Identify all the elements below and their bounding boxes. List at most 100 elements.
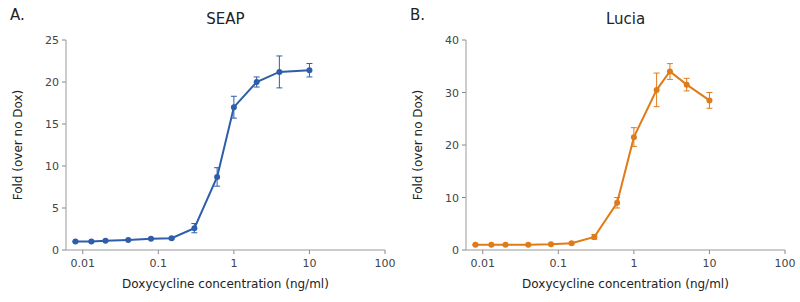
y-tick <box>62 250 66 251</box>
point <box>591 234 597 240</box>
error-cap <box>254 87 260 88</box>
error-cap <box>684 78 690 79</box>
point <box>631 134 637 140</box>
y-tick-label: 0 <box>52 244 59 257</box>
y-tick <box>462 145 466 146</box>
x-tick-label: 10 <box>702 257 716 270</box>
y-tick-label: 20 <box>445 139 459 152</box>
error-cap <box>191 232 197 233</box>
error-cap <box>667 63 673 64</box>
x-tick-label: 100 <box>375 257 396 270</box>
x-tick-label: 1 <box>230 257 237 270</box>
plot-area <box>472 64 712 248</box>
error-bar <box>654 73 660 107</box>
point <box>654 87 660 93</box>
x-tick-label: 1 <box>630 257 637 270</box>
y-tick-label: 0 <box>452 244 459 257</box>
y-tick-label: 10 <box>45 160 59 173</box>
point <box>684 82 690 88</box>
error-bar <box>667 64 673 80</box>
error-cap <box>706 108 712 109</box>
x-axis-line <box>66 250 385 251</box>
error-cap <box>654 106 660 107</box>
y-axis-line <box>66 40 67 250</box>
y-axis-label: Fold (over no Dox) <box>11 90 25 201</box>
y-tick-label: 5 <box>52 202 59 215</box>
point <box>88 239 94 245</box>
y-tick <box>62 208 66 209</box>
x-tick <box>158 250 159 254</box>
y-tick-label: 10 <box>445 192 459 205</box>
title: SEAP <box>206 10 244 28</box>
point <box>169 235 175 241</box>
point <box>548 241 554 247</box>
x-tick <box>309 250 310 254</box>
point <box>569 240 575 246</box>
x-tick-label: 0.01 <box>71 257 96 270</box>
figure: A.SEAP05101520250.010.1110100Doxycycline… <box>0 0 800 302</box>
point <box>667 69 673 75</box>
y-axis-label: Fold (over no Dox) <box>411 90 425 201</box>
panel: A. SEAP 0 5 10 15 20 25 0.01 0.1 1 10 100 Doxycycline… <box>10 6 396 291</box>
error-bar <box>706 93 712 109</box>
x-tick-label: 10 <box>302 257 316 270</box>
point <box>231 104 237 110</box>
y-tick <box>462 40 466 41</box>
error-cap <box>214 186 220 187</box>
error-bar <box>306 64 312 77</box>
line <box>75 70 309 241</box>
y-tick <box>62 166 66 167</box>
y-tick <box>62 40 66 41</box>
error-cap <box>254 76 260 77</box>
panel: B.Lucia0102030400.010.1110100Doxycycline… <box>410 6 796 291</box>
point <box>614 200 620 206</box>
y-tick-label: 20 <box>45 76 59 89</box>
point <box>276 69 282 75</box>
x-axis-label: Doxycycline concentration (ng/ml) <box>122 277 329 291</box>
point <box>706 97 712 103</box>
x-tick <box>482 250 483 254</box>
error-cap <box>306 76 312 77</box>
point <box>472 242 478 248</box>
error-cap <box>306 63 312 64</box>
x-tick-label: 0.1 <box>150 257 168 270</box>
x-tick-label: 100 <box>775 257 796 270</box>
y-tick-label: 15 <box>45 118 59 131</box>
y-axis-line <box>466 40 467 250</box>
x-tick <box>709 250 710 254</box>
error-cap <box>654 73 660 74</box>
panel-label: A. <box>10 6 25 24</box>
point <box>306 67 312 73</box>
x-tick <box>385 250 386 254</box>
y-tick <box>462 197 466 198</box>
x-tick-label: 0.01 <box>471 257 496 270</box>
error-cap <box>276 87 282 88</box>
y-tick-label: 30 <box>445 87 459 100</box>
point <box>191 225 197 231</box>
x-tick <box>558 250 559 254</box>
y-tick <box>462 250 466 251</box>
error-cap <box>231 96 237 97</box>
error-bar <box>276 56 282 88</box>
point <box>503 242 509 248</box>
point <box>488 242 494 248</box>
x-tick <box>785 250 786 254</box>
x-tick <box>82 250 83 254</box>
line <box>475 72 709 245</box>
error-cap <box>631 127 637 128</box>
y-tick-label: 40 <box>445 34 459 47</box>
x-axis-line <box>466 250 785 251</box>
point <box>125 237 131 243</box>
error-cap <box>276 55 282 56</box>
point <box>103 238 109 244</box>
error-bar <box>591 235 597 240</box>
x-tick-label: 0.1 <box>550 257 568 270</box>
x-tick <box>233 250 234 254</box>
panel-label: B. <box>410 6 425 24</box>
plot-area <box>72 56 312 245</box>
y-tick-label: 25 <box>45 34 59 47</box>
y-tick <box>462 92 466 93</box>
point <box>72 239 78 245</box>
point <box>254 79 260 85</box>
error-cap <box>706 92 712 93</box>
